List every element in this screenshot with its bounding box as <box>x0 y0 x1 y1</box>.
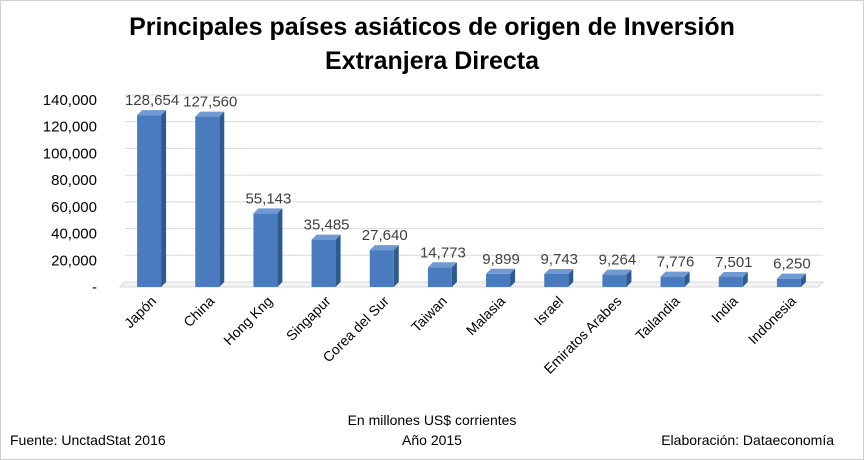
bar <box>544 273 569 287</box>
bar <box>486 273 511 287</box>
bar-top <box>311 234 341 240</box>
x-tick-label: Singapur <box>283 293 334 344</box>
y-tick-label: 60,000 <box>51 199 97 216</box>
x-tick-label: Israel <box>531 293 567 329</box>
bar <box>253 213 278 287</box>
data-label: 27,640 <box>362 227 408 244</box>
x-tick-label: Japón <box>121 293 159 331</box>
bar-side <box>335 234 341 287</box>
y-tick-label: 140,000 <box>43 92 97 109</box>
bar <box>776 278 801 287</box>
bar-side <box>742 271 748 287</box>
chart-title: Principales países asiáticos de origen d… <box>0 10 864 78</box>
bar <box>311 239 336 287</box>
bar-side <box>277 208 283 287</box>
data-label: 128,654 <box>125 92 179 109</box>
bar-top <box>718 271 748 277</box>
data-label: 35,485 <box>304 217 350 234</box>
y-tick-label: - <box>92 279 97 296</box>
chart-title-line-2: Extranjera Directa <box>324 47 539 75</box>
bar <box>660 276 685 287</box>
data-label: 6,250 <box>773 256 811 273</box>
y-tick-label: 120,000 <box>43 119 97 136</box>
bar <box>602 274 627 287</box>
x-tick-label: Hong Kng <box>220 293 275 348</box>
bar-top <box>369 245 399 251</box>
bar-side <box>800 273 806 287</box>
bar-side <box>161 110 167 287</box>
y-tick-label: 40,000 <box>51 226 97 243</box>
y-tick-label: 20,000 <box>51 252 97 269</box>
data-label: 55,143 <box>245 190 291 207</box>
bar-top <box>660 271 690 277</box>
bar-top <box>602 269 632 275</box>
bar-side <box>568 268 574 287</box>
bar-side <box>451 262 457 287</box>
data-label: 9,264 <box>599 252 637 269</box>
data-label: 127,560 <box>183 94 237 111</box>
year-note: Año 2015 <box>402 432 462 448</box>
data-label: 7,501 <box>715 254 753 271</box>
chart-title-line-1: Principales países asiáticos de origen d… <box>129 13 735 41</box>
data-label: 14,773 <box>420 244 466 261</box>
bar-side <box>684 271 690 287</box>
x-tick-label: Indonesia <box>745 293 799 347</box>
bar-top <box>137 110 167 116</box>
bar <box>137 115 162 287</box>
bar-side <box>393 245 399 287</box>
bar <box>195 116 220 287</box>
y-tick-label: 100,000 <box>43 145 97 162</box>
y-tick-label: 80,000 <box>51 172 97 189</box>
bar-top <box>544 268 574 274</box>
bar-side <box>510 268 516 287</box>
x-tick-label: Tailandia <box>632 293 683 344</box>
bar <box>369 250 394 287</box>
data-label: 9,899 <box>482 251 520 268</box>
bar-top <box>776 273 806 279</box>
bar <box>427 267 452 287</box>
x-tick-label: Taiwan <box>408 293 450 335</box>
chart-floor <box>118 281 825 288</box>
data-label: 7,776 <box>657 254 695 271</box>
bar-top <box>486 268 516 274</box>
source-note: Fuente: UnctadStat 2016 <box>10 432 166 448</box>
bar <box>718 276 743 287</box>
bar-top <box>427 262 457 268</box>
bar-side <box>626 269 632 287</box>
data-label: 9,743 <box>540 251 578 268</box>
credit-note: Elaboración: Dataeconomía <box>661 432 834 448</box>
x-tick-label: Malasia <box>463 293 509 339</box>
x-tick-label: India <box>708 293 741 326</box>
bar-side <box>219 111 225 287</box>
bar-top <box>195 111 225 117</box>
units-note: En millones US$ corrientes <box>347 412 517 428</box>
bar-top <box>253 208 283 214</box>
x-tick-label: China <box>180 293 217 330</box>
